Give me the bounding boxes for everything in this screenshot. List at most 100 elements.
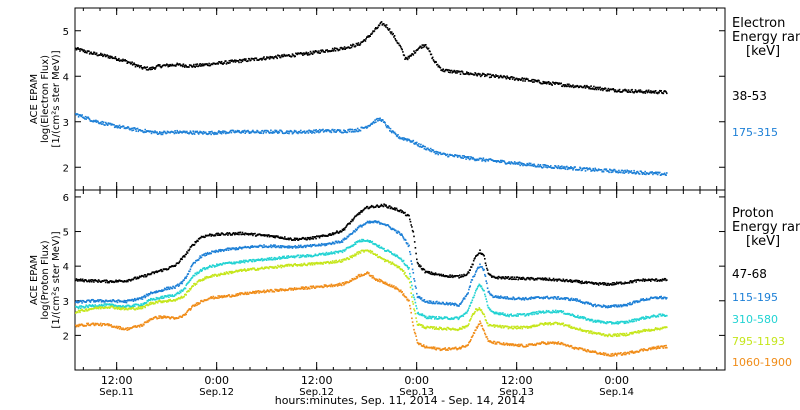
proton-point [417, 324, 419, 326]
electron-point [612, 169, 615, 172]
proton-point [166, 288, 169, 291]
proton-point [420, 313, 422, 316]
proton-point [311, 237, 313, 240]
proton-ytick-label-6: 6 [63, 193, 69, 204]
proton-point [229, 232, 231, 235]
electron-point [234, 59, 236, 61]
proton-point [445, 328, 447, 330]
proton-point [218, 234, 220, 236]
electron-point [336, 130, 338, 132]
electron-point [597, 169, 599, 172]
electron-point [122, 125, 125, 128]
proton-point [349, 222, 351, 225]
electron-point [413, 143, 416, 145]
electron-point [168, 64, 170, 66]
proton-point [497, 297, 500, 299]
proton-point [273, 267, 276, 269]
proton-point [345, 259, 347, 261]
electron-point [429, 50, 431, 53]
proton-point [240, 268, 242, 271]
electron-point [365, 125, 367, 128]
proton-point [509, 277, 512, 280]
proton-point [143, 295, 145, 298]
electron-point [464, 156, 467, 158]
proton-point [413, 309, 416, 312]
electron-point [181, 65, 184, 68]
electron-point [408, 57, 410, 59]
electron-point [447, 71, 450, 73]
electron-point [403, 54, 406, 57]
electron-point [401, 48, 403, 51]
electron-point [303, 53, 306, 56]
electron-point [443, 70, 446, 73]
proton-point [631, 280, 633, 283]
electron-point [665, 91, 667, 93]
electron-point [282, 55, 285, 58]
proton-point [417, 311, 419, 314]
proton-point [466, 325, 468, 328]
proton-point [579, 299, 581, 302]
proton-point [131, 298, 134, 301]
electron-point [406, 57, 408, 59]
proton-point [211, 266, 213, 268]
proton-point [626, 304, 628, 307]
proton-point [97, 305, 100, 307]
electron-point [447, 155, 450, 158]
electron-point [562, 167, 565, 170]
electron-point [432, 59, 435, 61]
proton-point [497, 313, 500, 316]
electron-point [347, 46, 350, 48]
proton-point [273, 235, 276, 237]
proton-point [77, 307, 80, 310]
proton-point [116, 301, 119, 304]
electron-point [473, 74, 476, 76]
proton-point [629, 301, 631, 304]
proton-point [576, 280, 578, 283]
proton-point [209, 264, 211, 267]
proton-point [115, 279, 117, 282]
electron-point [325, 129, 327, 131]
proton-point [504, 278, 506, 280]
electron-plot-frame [74, 7, 726, 191]
electron-point [133, 62, 135, 64]
proton-point [213, 266, 216, 268]
proton-point [498, 325, 501, 328]
proton-point [368, 240, 370, 242]
electron-point [419, 145, 421, 148]
electron-point [468, 156, 470, 158]
proton-point [479, 252, 482, 254]
proton-point [585, 280, 587, 283]
proton-point [531, 324, 534, 327]
electron-point [262, 132, 265, 135]
electron-point [530, 80, 533, 82]
proton-point [133, 303, 135, 306]
electron-point [363, 39, 366, 41]
proton-point [133, 299, 135, 301]
electron-point [520, 162, 522, 164]
electron-point [606, 89, 609, 91]
proton-point [189, 279, 192, 282]
proton-point [286, 263, 288, 266]
proton-point [215, 274, 217, 276]
proton-point [184, 287, 187, 290]
electron-point [234, 131, 236, 134]
proton-point [484, 262, 487, 264]
proton-point [403, 273, 406, 275]
electron-point [463, 155, 465, 157]
proton-point [195, 240, 198, 243]
electron-point [563, 85, 566, 88]
proton-point [490, 274, 492, 277]
proton-point [335, 240, 337, 243]
electron-point [287, 130, 290, 133]
proton-point [475, 270, 478, 272]
electron-point [210, 133, 212, 136]
electron-point [656, 173, 659, 176]
electron-point [475, 159, 478, 162]
electron-series-group [75, 21, 668, 176]
proton-point [635, 320, 637, 322]
electron-point [622, 172, 624, 174]
proton-point [521, 298, 524, 300]
proton-point [329, 262, 331, 264]
electron-point [389, 31, 392, 33]
proton-point [519, 327, 521, 330]
